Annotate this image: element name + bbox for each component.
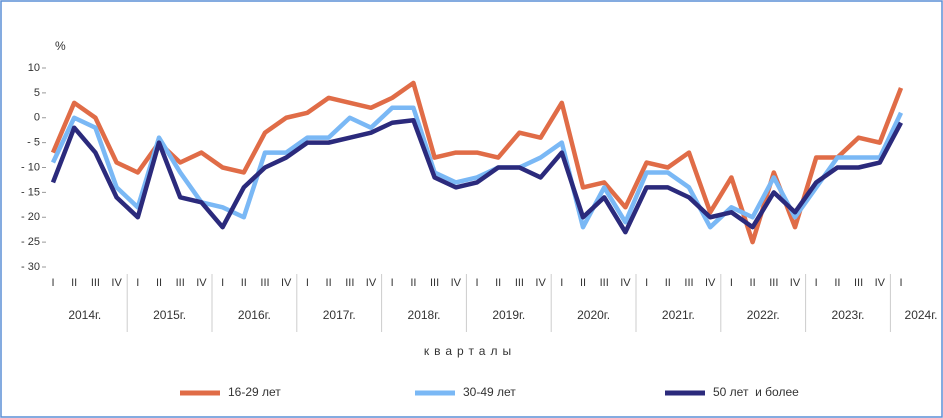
legend-label: 30-49 лет (463, 385, 516, 399)
x-tick-label: IV (111, 277, 122, 289)
x-tick-label: II (71, 277, 77, 289)
x-tick-label: II (326, 277, 332, 289)
x-group-label: 2022г. (747, 308, 780, 322)
y-tick-label: - 5 (27, 137, 40, 149)
x-tick-label: III (600, 277, 609, 289)
x-group-label: 2016г. (238, 308, 271, 322)
series-line (50, 117, 903, 235)
x-tick-label: III (345, 277, 354, 289)
x-tick-label: I (136, 277, 139, 289)
x-tick-label: III (854, 277, 863, 289)
x-tick-label: II (495, 277, 501, 289)
x-tick-label: IV (705, 277, 716, 289)
x-group-label: 2021г. (662, 308, 695, 322)
x-tick-label: III (91, 277, 100, 289)
y-tick-label: - 15 (21, 186, 40, 198)
x-tick-label: II (580, 277, 586, 289)
y-tick-label: 5 (34, 87, 40, 99)
x-tick-label: I (221, 277, 224, 289)
x-tick-label: IV (196, 277, 207, 289)
x-tick-label: IV (366, 277, 377, 289)
x-tick-label: I (391, 277, 394, 289)
x-tick-label: II (156, 277, 162, 289)
y-tick-label: - 20 (21, 211, 40, 223)
x-tick-label: IV (281, 277, 292, 289)
x-tick-label: III (430, 277, 439, 289)
x-tick-label: IV (620, 277, 631, 289)
x-tick-label: III (769, 277, 778, 289)
x-tick-label: I (645, 277, 648, 289)
x-tick-label: III (684, 277, 693, 289)
x-tick-label: I (306, 277, 309, 289)
legend-label: 16-29 лет (228, 385, 281, 399)
x-tick-label: I (51, 277, 54, 289)
x-tick-label: II (665, 277, 671, 289)
x-tick-label: I (560, 277, 563, 289)
x-tick-label: II (750, 277, 756, 289)
x-tick-label: I (730, 277, 733, 289)
y-tick-label: - 30 (21, 261, 40, 273)
x-group-label: 2018г. (408, 308, 441, 322)
x-tick-label: II (834, 277, 840, 289)
y-tick-label: 10 (28, 62, 40, 74)
series-line (50, 105, 904, 230)
y-tick-label: 0 (34, 112, 40, 124)
x-group-label: 2014г. (68, 308, 101, 322)
y-tick-label: - 25 (21, 236, 40, 248)
x-group-label: 2019г. (492, 308, 525, 322)
x-group-label: 2017г. (323, 308, 356, 322)
x-axis-label: кварталы (424, 344, 516, 358)
x-tick-label: I (815, 277, 818, 289)
x-tick-label: III (515, 277, 524, 289)
x-tick-label: II (241, 277, 247, 289)
y-tick-label: - 10 (21, 161, 40, 173)
x-tick-label: III (176, 277, 185, 289)
x-tick-label: IV (790, 277, 801, 289)
x-group-label: 2015г. (153, 308, 186, 322)
x-tick-label: IV (875, 277, 886, 289)
x-group-label: 2023г. (832, 308, 865, 322)
x-tick-label: IV (535, 277, 546, 289)
x-tick-label: I (475, 277, 478, 289)
x-tick-label: II (410, 277, 416, 289)
x-tick-label: III (260, 277, 269, 289)
x-tick-label: I (899, 277, 902, 289)
x-tick-label: IV (451, 277, 462, 289)
x-group-label: 2024г. (905, 308, 938, 322)
x-group-label: 2020г. (577, 308, 610, 322)
y-axis-label: % (55, 39, 66, 53)
legend-label: 50 лет и более (713, 385, 799, 399)
